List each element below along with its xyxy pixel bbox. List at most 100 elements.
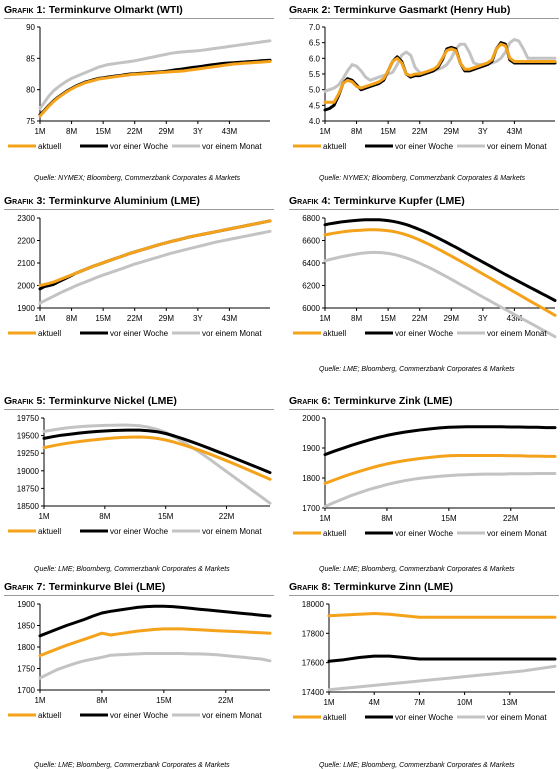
legend-label: aktuell <box>323 142 346 151</box>
legend-label: vor einer Woche <box>395 142 454 151</box>
y-tick-label: 6600 <box>302 237 320 246</box>
series-line <box>38 604 272 638</box>
x-tick-label: 1M <box>319 314 330 323</box>
x-tick-label: 43M <box>507 314 523 323</box>
line-chart: 18500 18750 19000 19250 19500 19750 1M 8M 15M 22M… <box>8 414 272 536</box>
chart-number: Grafik 3: <box>4 195 46 207</box>
line-chart: 17400 17600 17800 18000 1M 4M 7M 10M 13M aktuell v… <box>293 600 557 722</box>
y-tick-label: 80 <box>26 86 35 95</box>
chart-panel: Grafik 7: Terminkurve Blei (LME) 1700 1750… <box>4 580 274 769</box>
y-tick-label: 1750 <box>17 665 35 674</box>
series-line <box>323 41 557 112</box>
chart-number: Grafik 8: <box>289 581 331 593</box>
legend-label: aktuell <box>38 527 61 536</box>
x-tick-label: 3Y <box>193 127 203 136</box>
series-line <box>42 435 272 481</box>
x-tick-label: 29M <box>158 314 174 323</box>
chart-panel: Grafik 1: Terminkurve Olmarkt (WTI) 75 80 8… <box>4 3 274 188</box>
legend-label: vor einer Woche <box>395 713 454 722</box>
legend-label: aktuell <box>38 711 61 720</box>
x-tick-label: 4M <box>369 698 380 707</box>
chart-name: Terminkurve Kupfer (LME) <box>333 195 465 207</box>
y-tick-label: 19000 <box>17 467 40 476</box>
legend-label: vor einem Monat <box>202 329 262 338</box>
x-tick-label: 8M <box>351 314 362 323</box>
chart-title: Grafik 6: Terminkurve Zink (LME) <box>289 394 559 410</box>
chart-name: Terminkurve Blei (LME) <box>48 581 166 593</box>
chart-source: Quelle: NYMEX; Bloomberg, Commerzbank Co… <box>319 175 526 182</box>
legend-label: vor einem Monat <box>487 142 547 151</box>
x-tick-label: 43M <box>222 127 238 136</box>
y-tick-label: 17600 <box>302 659 325 668</box>
line-chart: 1700 1800 1900 2000 1M 8M 15M 22M aktuell vor ein… <box>293 414 557 538</box>
y-tick-label: 2300 <box>17 214 35 223</box>
y-tick-label: 1800 <box>17 643 35 652</box>
chart-title: Grafik 1: Terminkurve Olmarkt (WTI) <box>4 3 274 19</box>
y-tick-label: 18000 <box>302 600 325 609</box>
x-tick-label: 43M <box>507 127 523 136</box>
chart-name: Terminkurve Zinn (LME) <box>333 581 454 593</box>
series-line <box>327 664 557 692</box>
x-tick-label: 1M <box>34 696 45 705</box>
x-tick-label: 15M <box>95 127 111 136</box>
x-tick-label: 1M <box>34 127 45 136</box>
y-tick-label: 85 <box>26 54 35 63</box>
series-line <box>327 654 557 663</box>
chart-source: Quelle: LME; Bloomberg, Commerzbank Corp… <box>34 762 230 769</box>
x-tick-label: 1M <box>323 698 334 707</box>
chart-name: Terminkurve Aluminium (LME) <box>48 195 200 207</box>
x-tick-label: 1M <box>34 314 45 323</box>
legend-label: aktuell <box>323 329 346 338</box>
series-line <box>38 219 272 291</box>
x-tick-label: 3Y <box>478 127 488 136</box>
legend-label: vor einem Monat <box>487 529 547 538</box>
series-line <box>38 229 272 305</box>
legend-label: vor einem Monat <box>487 713 547 722</box>
chart-panel: Grafik 3: Terminkurve Aluminium (LME) 190… <box>4 194 274 379</box>
line-chart: 75 80 85 90 1M 8M 15M 22M 29M 3Y 43M aktuell vor ein… <box>8 23 272 151</box>
legend-label: vor einer Woche <box>110 527 169 536</box>
chart-panel: Grafik 2: Terminkurve Gasmarkt (Henry Hu… <box>289 3 559 188</box>
y-tick-label: 1900 <box>17 304 35 313</box>
x-tick-label: 15M <box>158 512 174 521</box>
x-tick-label: 7M <box>414 698 425 707</box>
line-chart: 4.0 4.5 5.0 5.5 6.0 6.5 7.0 1M 8M 15M 22M 29M 3Y 43M a… <box>293 23 557 151</box>
y-tick-label: 4.0 <box>309 117 321 126</box>
y-tick-label: 2100 <box>17 259 35 268</box>
legend-label: vor einer Woche <box>110 711 169 720</box>
chart-title: Grafik 3: Terminkurve Aluminium (LME) <box>4 194 274 210</box>
legend-label: vor einer Woche <box>110 142 169 151</box>
x-tick-label: 1M <box>319 514 330 523</box>
x-tick-label: 8M <box>351 127 362 136</box>
series-line <box>38 219 272 287</box>
legend-label: aktuell <box>323 529 346 538</box>
chart-panel: Grafik 8: Terminkurve Zinn (LME) 17400 176… <box>289 580 559 769</box>
line-chart: 1900 2000 2100 2200 2300 1M 8M 15M 22M 29M 3Y 43M ak… <box>8 214 272 338</box>
x-tick-label: 8M <box>96 696 107 705</box>
chart-title: Grafik 4: Terminkurve Kupfer (LME) <box>289 194 559 210</box>
x-tick-label: 1M <box>38 512 49 521</box>
x-tick-label: 8M <box>381 514 392 523</box>
x-tick-label: 13M <box>502 698 518 707</box>
x-tick-label: 15M <box>156 696 172 705</box>
x-tick-label: 15M <box>441 514 457 523</box>
y-tick-label: 1700 <box>302 504 320 513</box>
y-tick-label: 90 <box>26 23 35 32</box>
y-tick-label: 4.5 <box>309 101 321 110</box>
y-tick-label: 1850 <box>17 622 35 631</box>
chart-name: Terminkurve Olmarkt (WTI) <box>48 4 183 16</box>
y-tick-label: 19250 <box>17 449 40 458</box>
chart-name: Terminkurve Nickel (LME) <box>48 395 177 407</box>
x-tick-label: 22M <box>127 314 143 323</box>
y-tick-label: 75 <box>26 117 35 126</box>
chart-title: Grafik 7: Terminkurve Blei (LME) <box>4 580 274 596</box>
chart-number: Grafik 5: <box>4 395 46 407</box>
chart-source: Quelle: LME; Bloomberg, Commerzbank Corp… <box>319 366 515 373</box>
chart-panel: Grafik 6: Terminkurve Zink (LME) 1700 1800… <box>289 394 559 579</box>
chart-title: Grafik 5: Terminkurve Nickel (LME) <box>4 394 274 410</box>
chart-title: Grafik 8: Terminkurve Zinn (LME) <box>289 580 559 596</box>
x-tick-label: 22M <box>503 514 519 523</box>
x-tick-label: 22M <box>412 314 428 323</box>
series-line <box>323 250 557 339</box>
x-tick-label: 22M <box>218 696 234 705</box>
